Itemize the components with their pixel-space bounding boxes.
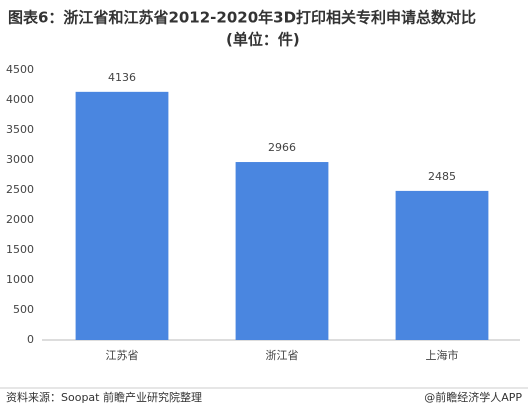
bar <box>235 162 329 340</box>
y-tick-label: 4500 <box>6 63 34 76</box>
y-tick-label: 4000 <box>6 93 34 106</box>
x-tick-label: 浙江省 <box>266 349 299 362</box>
y-tick-label: 500 <box>13 303 34 316</box>
y-tick-label: 3500 <box>6 123 34 136</box>
x-tick-label: 上海市 <box>426 348 459 362</box>
source: 资料来源：Soopat 前瞻产业研究院整理 <box>6 390 202 404</box>
y-tick-label: 0 <box>27 333 34 346</box>
y-tick-label: 2500 <box>6 183 34 196</box>
y-tick-label: 2000 <box>6 213 34 226</box>
bar <box>75 91 169 340</box>
data-label: 2485 <box>428 170 456 183</box>
x-tick-label: 江苏省 <box>106 349 139 362</box>
chart-title: 图表6：浙江省和江苏省2012-2020年3D打印相关专利申请总数对比 <box>8 9 476 27</box>
data-label: 2966 <box>268 141 296 154</box>
data-label: 4136 <box>108 71 136 84</box>
credit: @前瞻经济学人APP <box>424 390 522 404</box>
y-tick-label: 1000 <box>6 273 34 286</box>
y-tick-label: 3000 <box>6 153 34 166</box>
y-tick-label: 1500 <box>6 243 34 256</box>
chart-title: (单位：件) <box>226 31 300 49</box>
bar <box>395 190 489 340</box>
